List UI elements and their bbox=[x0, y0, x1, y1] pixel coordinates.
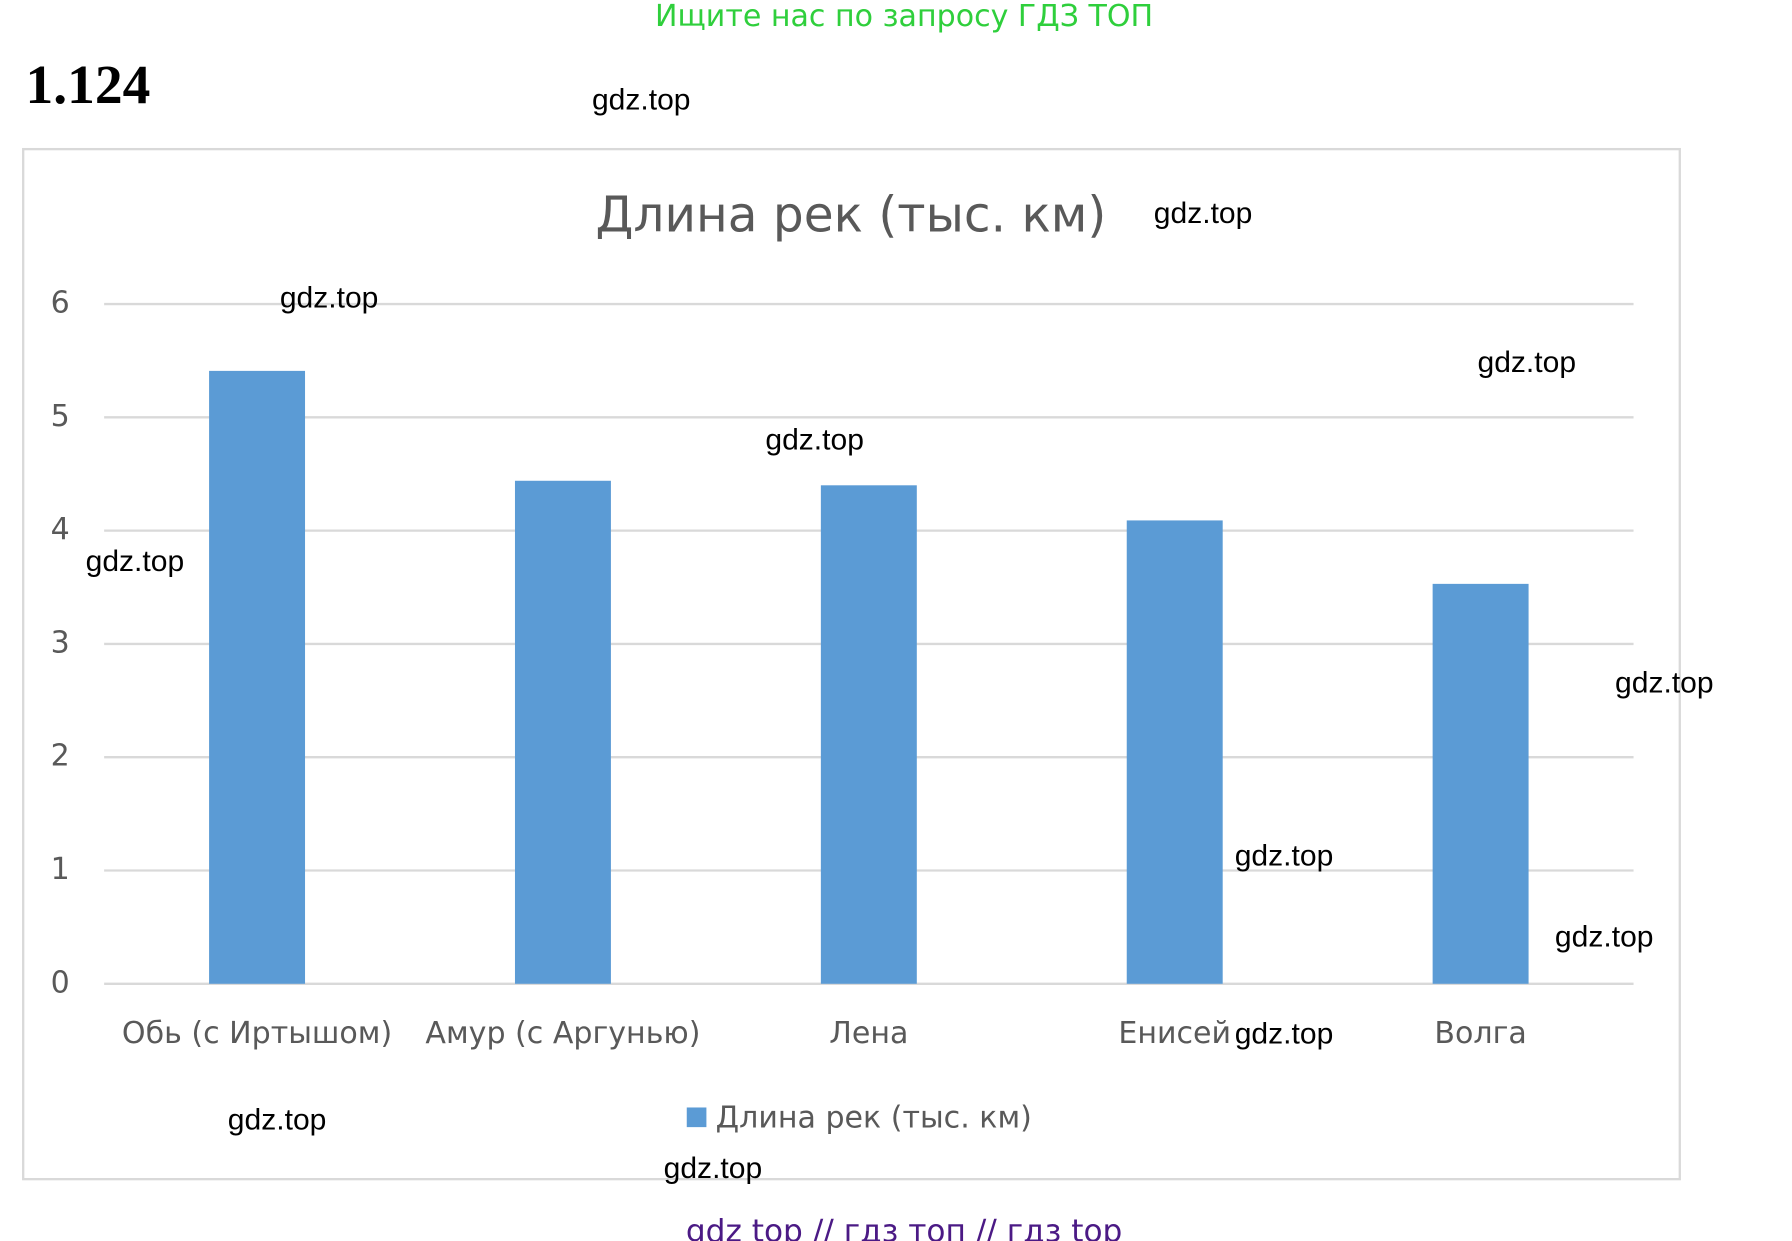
y-tick-label: 6 bbox=[51, 286, 70, 321]
header: Ищите нас по запросу ГДЗ ТОП bbox=[655, 0, 1153, 34]
watermark: gdz.top bbox=[1235, 1018, 1334, 1051]
watermark: gdz.top bbox=[1555, 921, 1654, 954]
watermark: gdz.top bbox=[592, 84, 691, 117]
watermark: gdz.top bbox=[280, 281, 379, 314]
watermark: gdz.top bbox=[765, 424, 864, 457]
watermark: gdz.top bbox=[1154, 197, 1253, 230]
y-tick-label: 3 bbox=[51, 625, 70, 660]
footer: gdz top // гдз топ // гдз top bbox=[686, 1213, 1123, 1241]
x-tick-label: Енисей bbox=[1118, 1016, 1231, 1051]
bar bbox=[1432, 583, 1529, 984]
y-tick-label: 1 bbox=[51, 852, 70, 887]
y-tick-label: 4 bbox=[51, 512, 70, 547]
y-tick-label: 2 bbox=[51, 739, 70, 774]
bar bbox=[1126, 520, 1223, 984]
x-tick-label: Амур (с Аргунью) bbox=[425, 1016, 700, 1051]
watermark: gdz.top bbox=[1477, 346, 1576, 379]
x-tick-label: Обь (с Иртышом) bbox=[122, 1016, 392, 1051]
legend-label: Длина рек (тыс. км) bbox=[716, 1101, 1032, 1136]
y-tick-label: 5 bbox=[51, 399, 70, 434]
x-tick-label: Волга bbox=[1434, 1016, 1526, 1051]
chart-title: Длина рек (тыс. км) bbox=[595, 187, 1106, 243]
x-tick-label: Лена bbox=[829, 1016, 908, 1051]
watermark: gdz.top bbox=[1235, 840, 1334, 873]
watermark: gdz.top bbox=[86, 545, 185, 578]
bar bbox=[514, 480, 611, 984]
y-tick-label: 0 bbox=[51, 965, 70, 1000]
problem-number: 1.124 bbox=[26, 55, 151, 116]
watermark: gdz.top bbox=[664, 1152, 763, 1185]
bar bbox=[820, 485, 917, 984]
watermark: gdz.top bbox=[228, 1103, 327, 1136]
bar bbox=[209, 370, 306, 984]
watermark: gdz.top bbox=[1615, 666, 1714, 699]
legend-swatch bbox=[686, 1107, 707, 1128]
